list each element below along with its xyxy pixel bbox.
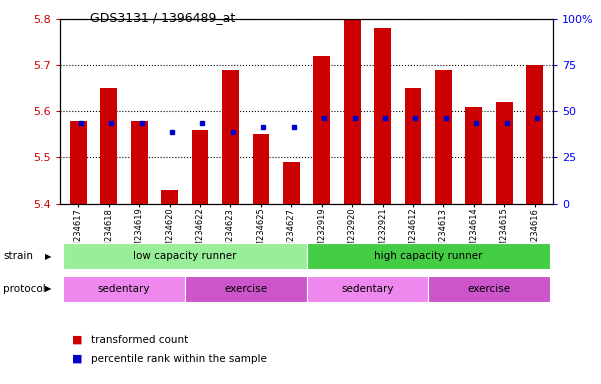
Bar — [404, 88, 421, 204]
Bar — [63, 276, 185, 302]
Text: percentile rank within the sample: percentile rank within the sample — [91, 354, 267, 364]
Bar — [465, 107, 482, 204]
Bar — [344, 19, 361, 204]
Bar — [185, 276, 307, 302]
Bar — [131, 121, 148, 204]
Bar — [100, 88, 117, 204]
Text: ▶: ▶ — [45, 285, 52, 293]
Bar — [313, 56, 330, 204]
Text: exercise: exercise — [468, 284, 511, 294]
Text: low capacity runner: low capacity runner — [133, 251, 237, 262]
Bar — [374, 28, 391, 204]
Bar — [307, 243, 550, 269]
Text: ▶: ▶ — [45, 252, 52, 261]
Text: GDS3131 / 1396489_at: GDS3131 / 1396489_at — [90, 12, 236, 25]
Bar — [222, 70, 239, 204]
Bar — [496, 102, 513, 204]
Bar — [307, 276, 428, 302]
Bar — [435, 70, 452, 204]
Bar — [283, 162, 300, 204]
Text: high capacity runner: high capacity runner — [374, 251, 483, 262]
Bar — [63, 243, 307, 269]
Text: protocol: protocol — [3, 284, 46, 294]
Bar — [70, 121, 87, 204]
Text: sedentary: sedentary — [341, 284, 394, 294]
Text: transformed count: transformed count — [91, 335, 189, 345]
Text: ■: ■ — [72, 335, 82, 345]
Text: exercise: exercise — [224, 284, 267, 294]
Bar — [192, 130, 209, 204]
Bar — [526, 65, 543, 204]
Bar — [161, 190, 178, 204]
Text: ■: ■ — [72, 354, 82, 364]
Bar — [252, 134, 269, 204]
Text: strain: strain — [3, 251, 33, 262]
Bar — [428, 276, 550, 302]
Text: sedentary: sedentary — [98, 284, 150, 294]
